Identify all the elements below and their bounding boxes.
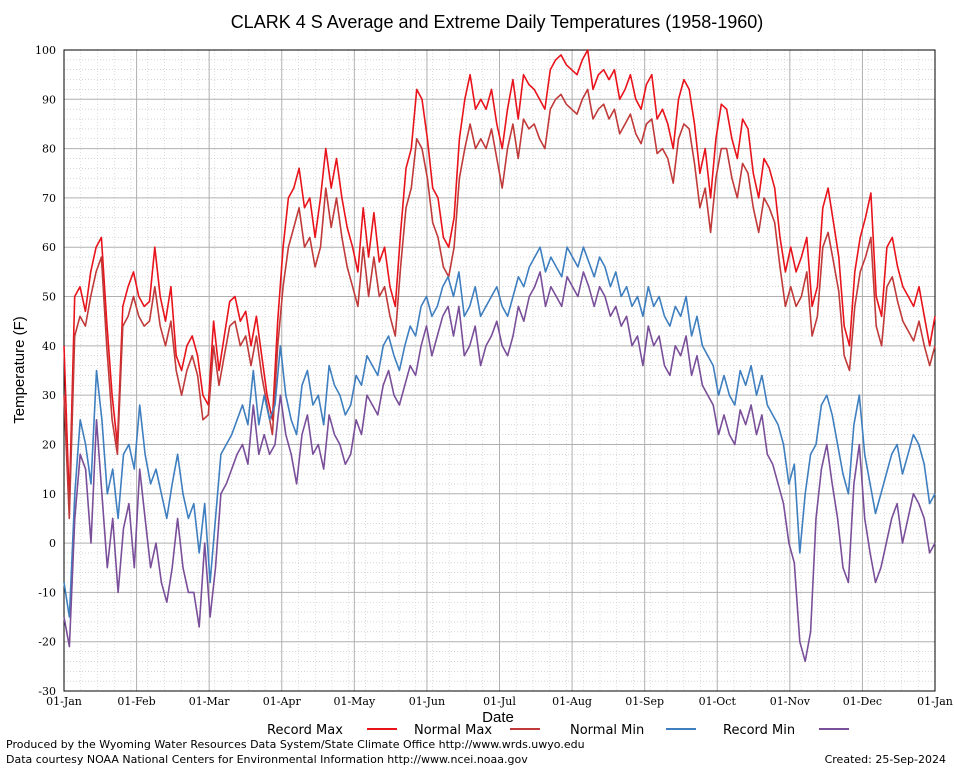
y-tick-label: 50: [42, 291, 56, 304]
x-tick-label: 01-Apr: [263, 695, 302, 708]
y-tick-label: 60: [42, 241, 56, 254]
x-tick-label: 01-Sep: [625, 695, 664, 708]
y-tick-label: 10: [42, 488, 56, 501]
legend: Record Max Normal Max Normal Min Record Min: [267, 723, 849, 738]
x-tick-label: 01-Oct: [699, 695, 737, 708]
x-tick-label: 01-May: [333, 695, 376, 708]
y-tick-label: 30: [42, 389, 56, 402]
series-line-record-max: [63, 49, 936, 505]
x-tick-label: 01-Jun: [409, 695, 445, 708]
series-line-record-min: [63, 271, 936, 663]
y-tick-label: -10: [38, 586, 56, 599]
y-axis-label: Temperature (F): [11, 316, 28, 424]
plot-area: -30 -20 -10 0 10 20 30 40 50 60 70 80 90 100 01-Jan 01-…: [35, 44, 953, 708]
y-tick-label: 100: [35, 44, 56, 57]
plot-frame: [63, 49, 936, 692]
footer-data-courtesy: Data courtesy NOAA National Centers for …: [6, 753, 528, 766]
y-tick-label: 80: [42, 143, 56, 156]
y-tick-label: -30: [38, 685, 56, 698]
footer-created-date: Created: 25-Sep-2024: [824, 753, 946, 766]
x-tick-label: 01-Mar: [189, 695, 231, 708]
legend-label: Record Max: [267, 723, 343, 738]
y-tick-label: 0: [49, 537, 56, 550]
x-tick-label: 01-Aug: [552, 695, 592, 708]
y-tick-label: 40: [42, 340, 56, 353]
x-tick-label: 01-Jan: [917, 695, 953, 708]
legend-label: Normal Min: [570, 723, 644, 738]
footer-produced-by: Produced by the Wyoming Water Resources …: [6, 738, 585, 751]
x-axis-label: Date: [482, 709, 514, 726]
y-tick-label: 90: [42, 93, 56, 106]
series-line-normal-max: [63, 88, 936, 520]
y-tick-label: -20: [38, 636, 56, 649]
y-tick-label: 70: [42, 192, 56, 205]
y-tick-label: 20: [42, 438, 56, 451]
legend-label: Normal Max: [414, 723, 492, 738]
x-tick-label: 01-Feb: [117, 695, 155, 708]
x-tick-label: 01-Nov: [770, 695, 811, 708]
x-tick-label: 01-Jul: [483, 695, 516, 708]
x-tick-label: 01-Dec: [843, 695, 882, 708]
series-line-normal-min: [63, 246, 936, 618]
x-tick-label: 01-Jan: [46, 695, 82, 708]
chart-title: CLARK 4 S Average and Extreme Daily Temp…: [231, 12, 764, 32]
legend-label: Record Min: [723, 723, 795, 738]
